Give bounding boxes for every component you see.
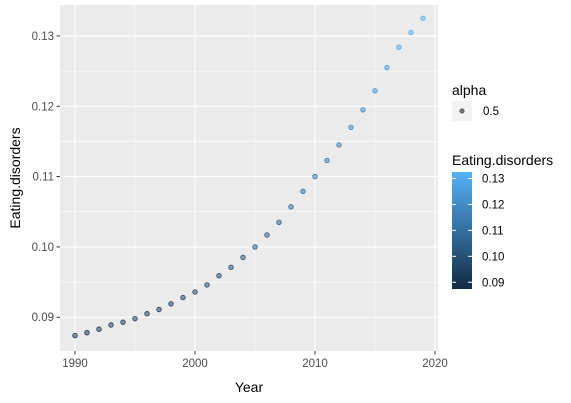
data-point [313, 174, 318, 179]
plot-panel [60, 5, 438, 351]
x-tick-label: 2000 [182, 358, 208, 370]
legend-alpha-point [460, 109, 464, 113]
data-point [241, 255, 246, 260]
colorbar-label: 0.13 [482, 173, 504, 185]
x-tick-label: 1990 [62, 358, 88, 370]
data-point [229, 265, 234, 270]
data-point [73, 333, 78, 338]
data-point [277, 220, 282, 225]
colorbar-label: 0.11 [482, 225, 504, 237]
legend-alpha: alpha 0.5 [452, 82, 499, 121]
data-point [109, 323, 114, 328]
legend-alpha-title: alpha [452, 82, 486, 98]
data-point [409, 30, 414, 35]
data-point [97, 327, 102, 332]
legend-alpha-label: 0.5 [483, 106, 499, 118]
y-tick-label: 0.09 [32, 312, 54, 324]
x-tick-label: 2010 [302, 358, 328, 370]
data-point [421, 16, 426, 21]
legend-color-title: Eating.disorders [452, 152, 553, 168]
data-point [265, 233, 270, 238]
colorbar-label: 0.10 [482, 251, 504, 263]
x-axis-ticks: 1990 2000 2010 2020 [62, 351, 448, 370]
data-point [217, 273, 222, 278]
colorbar-label: 0.09 [482, 277, 504, 289]
data-point [253, 245, 258, 250]
data-point [361, 107, 366, 112]
data-point [157, 307, 162, 312]
data-point [349, 125, 354, 130]
x-tick-label: 2020 [422, 358, 448, 370]
y-axis-ticks: 0.09 0.10 0.11 0.12 0.13 [32, 31, 60, 324]
data-point [85, 330, 90, 335]
y-axis-title: Eating.disorders [7, 127, 23, 228]
colorbar-label: 0.12 [482, 199, 504, 211]
data-point [205, 283, 210, 288]
data-point [121, 320, 126, 325]
data-point [289, 205, 294, 210]
data-point [133, 316, 138, 321]
data-point [193, 290, 198, 295]
data-point [145, 311, 150, 316]
data-point [169, 302, 174, 307]
data-point [301, 189, 306, 194]
data-point [325, 158, 330, 163]
y-tick-label: 0.11 [32, 172, 54, 184]
data-point [181, 295, 186, 300]
y-tick-label: 0.10 [32, 242, 54, 254]
data-point [397, 45, 402, 50]
legend-color: Eating.disorders 0.13 0.12 0.11 0.10 0.09 [452, 152, 553, 289]
data-point [385, 65, 390, 70]
data-point [373, 88, 378, 93]
x-axis-title: Year [235, 379, 264, 395]
y-tick-label: 0.12 [32, 101, 54, 113]
data-point [337, 143, 342, 148]
y-tick-label: 0.13 [32, 31, 54, 43]
